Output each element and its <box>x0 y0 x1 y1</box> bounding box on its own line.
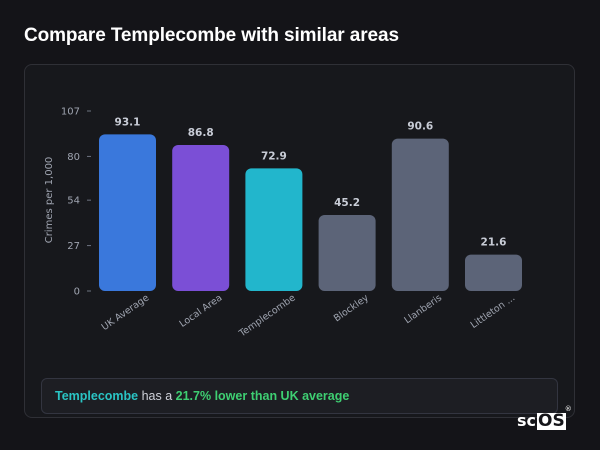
logo-os: OS <box>537 411 566 431</box>
y-axis-title: Crimes per 1,000 <box>44 157 55 244</box>
bar-templecombe[interactable] <box>245 168 303 291</box>
bar-llanberis[interactable] <box>391 138 449 291</box>
logo-registered-mark: ® <box>564 405 572 413</box>
bar-value-label: 21.6 <box>481 237 507 249</box>
bar-uk-average[interactable] <box>99 134 156 291</box>
summary-connector: has a <box>138 389 176 403</box>
x-tick-label: Blockley <box>332 292 371 324</box>
x-axis-labels: UK Average Local Area Templecombe Blockley L… <box>100 292 518 340</box>
bar-value-label: 72.9 <box>261 150 287 162</box>
x-tick-label: Littleton ... <box>469 292 518 331</box>
x-tick-label: UK Average <box>100 292 152 333</box>
bar-value-label: 86.8 <box>188 127 214 139</box>
x-tick-label: Templecombe <box>236 292 297 340</box>
bar-local-area[interactable] <box>172 144 230 291</box>
y-tick-label: 54 <box>67 196 80 207</box>
bar-value-label: 93.1 <box>115 116 141 128</box>
summary-highlight: 21.7% lower than UK average <box>175 389 350 403</box>
brand-logo: sc OS ® <box>517 405 572 431</box>
x-tick-label: Local Area <box>178 292 225 329</box>
bars <box>99 134 522 291</box>
bar-value-label: 90.6 <box>407 121 433 133</box>
page-title: Compare Templecombe with similar areas <box>24 25 399 46</box>
x-tick-label: Llanberis <box>402 292 444 326</box>
summary-note: Templecombe has a 21.7% lower than UK av… <box>41 378 558 414</box>
logo-sc: sc <box>517 411 537 430</box>
y-axis: 0 27 54 80 107 <box>61 107 91 298</box>
y-tick-label: 0 <box>74 287 80 298</box>
bar-blockley[interactable] <box>318 214 376 291</box>
y-tick-label: 80 <box>67 152 80 163</box>
bar-littleton[interactable] <box>465 254 522 291</box>
summary-place: Templecombe <box>55 389 139 403</box>
y-tick-label: 27 <box>67 241 80 252</box>
y-tick-label: 107 <box>61 107 80 118</box>
value-labels: 93.1 86.8 72.9 45.2 90.6 21.6 <box>115 116 507 248</box>
bar-value-label: 45.2 <box>334 197 360 209</box>
